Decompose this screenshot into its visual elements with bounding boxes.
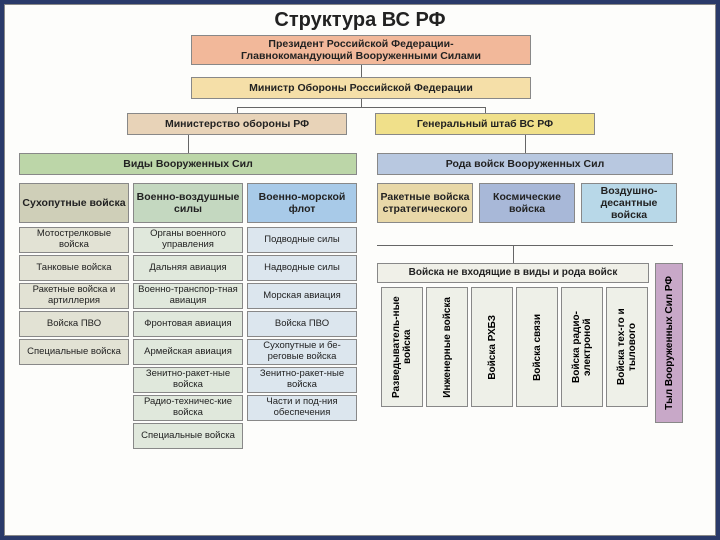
branch-navy-label: Военно-морской флот [250,191,354,215]
sub-unit: Сухопутные и бе-реговые войска [247,339,357,365]
branch-land: Сухопутные войска [19,183,129,223]
notin-header: Войска не входящие в виды и рода войск [377,263,649,283]
notin-troop-label: Инженерные войска [442,297,453,398]
sub-unit: Войска ПВО [247,311,357,337]
notin-troop-label: Разведыватель-ные войска [391,292,413,402]
genstaff-box: Генеральный штаб ВС РФ [375,113,595,135]
sub-unit: Надводные силы [247,255,357,281]
notin-troop: Разведыватель-ные войска [381,287,423,407]
sub-unit: Дальняя авиация [133,255,243,281]
ministry-label: Министерство обороны РФ [165,118,309,130]
sub-unit: Специальные войска [133,423,243,449]
notin-troop: Войска связи [516,287,558,407]
branch-space: Космические войска [479,183,575,223]
branch-navy: Военно-морской флот [247,183,357,223]
branch-airborne-label: Воздушно-десантные войска [584,185,674,221]
sub-unit: Зенитно-ракет-ные войска [133,367,243,393]
notin-header-label: Войска не входящие в виды и рода войск [409,267,618,279]
ministry-box: Министерство обороны РФ [127,113,347,135]
sub-unit: Войска ПВО [19,311,129,337]
notin-troop-label: Войска связи [532,314,543,381]
notin-troop: Войска радио-электроной [561,287,603,407]
diagram-canvas: Структура ВС РФ Президент Российской Фед… [4,4,716,536]
notin-troop-label: Войска радио-электроной [571,292,593,402]
page-title: Структура ВС РФ [5,5,715,34]
sub-unit: Ракетные войска и артиллерия [19,283,129,309]
sub-unit: Зенитно-ракет-ные войска [247,367,357,393]
notin-troop: Инженерные войска [426,287,468,407]
notin-troop: Войска тех-го и тылового [606,287,648,407]
president-label: Президент Российской Федерации- Главноко… [241,38,481,62]
vidy-header: Виды Вооруженных Сил [19,153,357,175]
sub-unit: Военно-транспор-тная авиация [133,283,243,309]
sub-unit: Подводные силы [247,227,357,253]
genstaff-label: Генеральный штаб ВС РФ [417,118,553,130]
branch-air: Военно-воздушные силы [133,183,243,223]
sub-unit: Армейская авиация [133,339,243,365]
branch-air-label: Военно-воздушные силы [136,191,240,215]
branch-space-label: Космические войска [482,191,572,215]
sub-unit: Части и под-ния обеспечения [247,395,357,421]
notin-troop-label: Войска РХБЗ [487,315,498,380]
president-box: Президент Российской Федерации- Главноко… [191,35,531,65]
branch-land-label: Сухопутные войска [22,197,125,209]
minister-label: Министр Обороны Российской Федерации [249,82,473,94]
branch-airborne: Воздушно-десантные войска [581,183,677,223]
notin-troop: Войска РХБЗ [471,287,513,407]
branch-rocket: Ракетные войска стратегического [377,183,473,223]
sub-unit: Морская авиация [247,283,357,309]
vidy-header-label: Виды Вооруженных Сил [123,158,253,170]
notin-troop-label: Войска тех-го и тылового [616,292,638,402]
sub-unit: Мотострелковые войска [19,227,129,253]
minister-box: Министр Обороны Российской Федерации [191,77,531,99]
roda-header: Рода войск Вооруженных Сил [377,153,673,175]
roda-header-label: Рода войск Вооруженных Сил [446,158,605,170]
sub-unit: Радио-техничес-кие войска [133,395,243,421]
branch-rocket-label: Ракетные войска стратегического [380,191,470,215]
sub-unit: Органы военного управления [133,227,243,253]
sub-unit: Танковые войска [19,255,129,281]
rear-box: Тыл Вооруженных Сил РФ [655,263,683,423]
rear-label: Тыл Вооруженных Сил РФ [664,276,675,410]
sub-unit: Фронтовая авиация [133,311,243,337]
sub-unit: Специальные войска [19,339,129,365]
